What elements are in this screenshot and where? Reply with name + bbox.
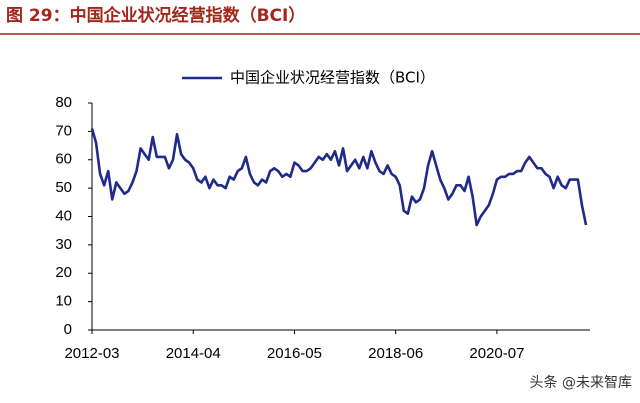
y-tick-label: 60 xyxy=(55,151,72,168)
x-tick-label: 2012-03 xyxy=(64,345,119,362)
y-tick-label: 70 xyxy=(55,122,72,139)
watermark: 头条 @未来智库 xyxy=(530,374,632,391)
y-tick-label: 0 xyxy=(64,321,72,338)
chart-title: 图 29：中国企业状况经营指数（BCI） xyxy=(6,5,305,26)
y-tick-label: 50 xyxy=(55,179,72,196)
legend-label: 中国企业状况经营指数（BCI） xyxy=(230,69,435,87)
y-tick-label: 40 xyxy=(55,207,72,224)
x-tick-label: 2020-07 xyxy=(469,345,524,362)
x-tick-label: 2018-06 xyxy=(368,345,423,362)
x-tick-label: 2016-05 xyxy=(267,345,322,362)
data-line xyxy=(90,128,588,227)
x-tick-label: 2014-04 xyxy=(166,345,221,362)
y-tick-label: 30 xyxy=(55,236,72,253)
y-tick-label: 10 xyxy=(55,293,72,310)
y-tick-label: 80 xyxy=(55,94,72,111)
y-tick-label: 20 xyxy=(55,264,72,281)
